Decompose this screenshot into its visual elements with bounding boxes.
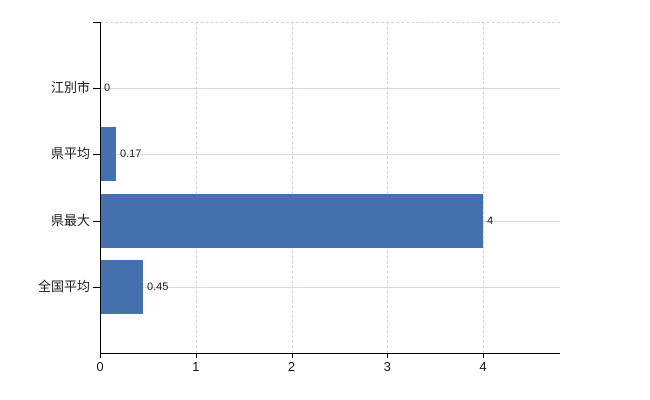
gridline-horizontal <box>100 154 560 155</box>
y-axis-tick <box>93 88 100 89</box>
category-label: 県最大 <box>50 213 90 228</box>
gridline-horizontal <box>100 287 560 288</box>
x-axis-tick <box>291 353 293 358</box>
category-label: 県平均 <box>50 146 90 161</box>
bar-value-label: 0.17 <box>120 148 142 160</box>
bar-value-label: 0.45 <box>147 281 169 293</box>
x-tick-label: 1 <box>192 359 200 374</box>
bar <box>100 194 483 248</box>
x-tick-label: 2 <box>287 359 296 374</box>
y-axis-tick <box>93 221 100 222</box>
category-label: 江別市 <box>50 80 90 95</box>
x-tick-label: 4 <box>479 359 487 374</box>
bar <box>100 260 143 314</box>
gridline-horizontal <box>100 88 560 89</box>
x-axis-tick <box>100 353 101 358</box>
bar-value-label: 0 <box>104 82 111 94</box>
gridline-vertical <box>195 22 197 353</box>
gridline-vertical <box>387 22 389 353</box>
gridline-vertical <box>483 22 484 353</box>
x-axis-tick <box>387 353 389 358</box>
x-tick-label: 3 <box>383 359 391 374</box>
plot-top-border <box>100 22 560 23</box>
y-axis <box>100 22 101 353</box>
x-tick-label: 0 <box>96 359 104 374</box>
x-axis-tick <box>483 353 484 358</box>
y-axis-tick <box>93 287 100 288</box>
y-axis-tick <box>93 154 100 155</box>
bar-value-label: 4 <box>487 215 494 227</box>
category-label: 全国平均 <box>37 279 90 294</box>
x-axis <box>100 353 560 354</box>
bar <box>100 127 116 181</box>
gridline-vertical <box>291 22 293 353</box>
y-axis-tick <box>93 22 100 23</box>
x-axis-tick <box>195 353 197 358</box>
